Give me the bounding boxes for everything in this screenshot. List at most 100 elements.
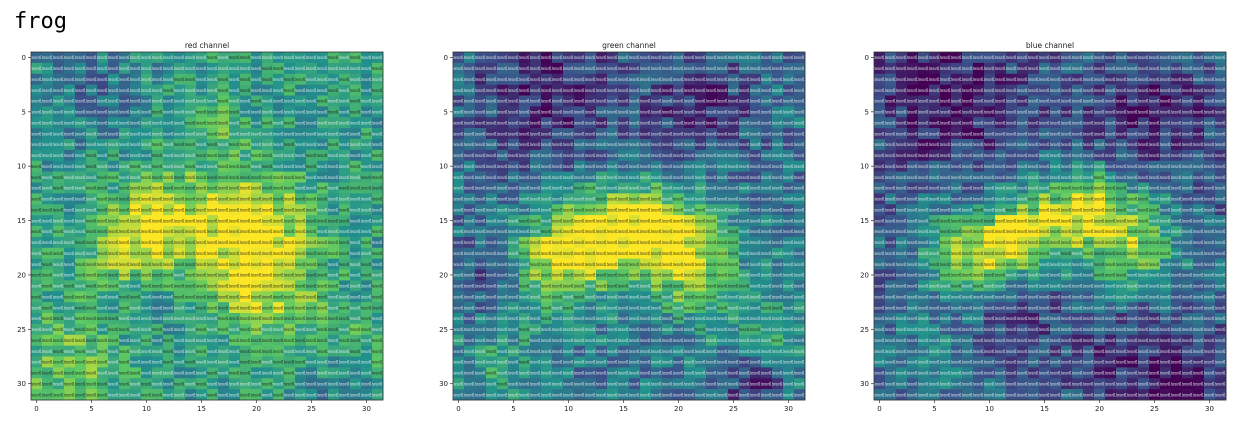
plot-frame: [30, 51, 384, 401]
cell-label: tensor(0.: [563, 284, 574, 290]
heatmap-cell: [295, 84, 307, 96]
heatmap-cell: [306, 117, 318, 129]
cell-label: tensor(0.: [596, 251, 607, 257]
cell-label: tensor(0.: [317, 153, 328, 159]
cell-label: tensor(0.: [607, 305, 618, 311]
cell-label: tensor(0.: [42, 262, 53, 268]
cell-label: tensor(0.: [130, 77, 141, 83]
cell-label: tensor(0.: [695, 381, 706, 387]
cell-label: tensor(0.: [464, 153, 475, 159]
heatmap-cell: [53, 149, 65, 162]
heatmap-cell: [251, 215, 263, 227]
heatmap-cell: [295, 313, 307, 325]
heatmap-cell: [306, 247, 318, 259]
heatmap-cell: [31, 226, 43, 238]
cell-label: tensor(0.: [53, 305, 64, 311]
cell-label: tensor(0.: [772, 99, 783, 105]
cell-label: tensor(0.: [229, 110, 240, 116]
cell-label: tensor(0.: [229, 392, 240, 398]
cell-label: tensor(0.: [240, 77, 251, 83]
cell-label: tensor(0.: [607, 66, 618, 72]
cell-label: tensor(0.: [64, 77, 75, 83]
heatmap-cell: [75, 117, 87, 129]
heatmap-cell: [229, 247, 241, 259]
cell-label: tensor(0.: [706, 392, 717, 398]
cell-label: tensor(0.: [618, 229, 629, 235]
cell-label: tensor(0.: [97, 197, 108, 203]
cell-label: tensor(0.: [541, 262, 552, 268]
heatmap-cell: [163, 106, 175, 118]
cell-label: tensor(0.: [372, 197, 383, 203]
cell-label: tensor(0.: [350, 360, 361, 366]
cell-label: tensor(0.: [372, 338, 383, 344]
y-tick-label: 20: [439, 271, 448, 279]
cell-label: tensor(0.: [185, 349, 196, 355]
cell-label: tensor(0.: [563, 381, 574, 387]
cell-label: tensor(0.: [794, 120, 805, 126]
heatmap-cell: [306, 160, 318, 172]
cell-label: tensor(0.: [196, 284, 207, 290]
cell-label: tensor(0.: [739, 316, 750, 322]
cell-label: tensor(0.: [673, 186, 684, 192]
cell-label: tensor(0.: [662, 197, 673, 203]
cell-label: tensor(0.: [53, 88, 64, 94]
heatmap-cell: [306, 258, 318, 270]
cell-label: tensor(0.: [361, 77, 372, 83]
cell-label: tensor(0.: [794, 55, 805, 61]
heatmap-cell: [130, 280, 142, 292]
heatmap-cell: [64, 280, 76, 292]
heatmap-cell: [262, 378, 274, 390]
cell-label: tensor(0.: [695, 229, 706, 235]
cell-label: tensor(0.: [530, 305, 541, 311]
cell-label: tensor(0.: [361, 360, 372, 366]
cell-label: tensor(0.: [229, 186, 240, 192]
cell-label: tensor(0.: [750, 392, 761, 398]
cell-label: tensor(0.: [629, 316, 640, 322]
cell-label: tensor(0.: [64, 131, 75, 137]
cell-label: tensor(0.: [306, 164, 317, 170]
cell-label: tensor(0.: [585, 207, 596, 213]
heatmap-cell: [339, 247, 351, 259]
cell-label: tensor(0.: [185, 392, 196, 398]
cell-label: tensor(0.: [262, 218, 273, 224]
cell-label: tensor(0.: [464, 229, 475, 235]
cell-label: tensor(0.: [317, 120, 328, 126]
heatmap-cell: [372, 236, 384, 249]
heatmap-cell: [372, 258, 384, 270]
heatmap-cell: [284, 171, 296, 183]
cell-label: tensor(0.: [750, 55, 761, 61]
cell-label: tensor(0.: [339, 110, 350, 116]
cell-label: tensor(0.: [196, 186, 207, 192]
heatmap-cell: [130, 117, 142, 129]
heatmap-cell: [152, 334, 164, 346]
heatmap-cell: [251, 247, 263, 259]
cell-label: tensor(0.: [629, 251, 640, 257]
cell-label: tensor(0.: [684, 131, 695, 137]
heatmap-cell: [185, 291, 197, 303]
cell-label: tensor(0.: [86, 207, 97, 213]
cell-label: tensor(0.: [684, 316, 695, 322]
cell-label: tensor(0.: [706, 164, 717, 170]
cell-label: tensor(0.: [97, 305, 108, 311]
cell-label: tensor(0.: [130, 131, 141, 137]
cell-label: tensor(0.: [717, 175, 728, 181]
heatmap-cell: [130, 236, 142, 249]
cell-label: tensor(0.: [728, 197, 739, 203]
heatmap-cell: [86, 313, 98, 325]
cell-label: tensor(0.: [372, 316, 383, 322]
cell-label: tensor(0.: [130, 218, 141, 224]
heatmap-cell: [42, 247, 54, 259]
heatmap-cell: [196, 139, 208, 151]
cell-label: tensor(0.: [552, 131, 563, 137]
cell-label: tensor(0.: [273, 110, 284, 116]
cell-label: tensor(0.: [717, 110, 728, 116]
heatmap-cell: [240, 247, 252, 259]
heatmap-cell: [251, 291, 263, 303]
heatmap-cell: [53, 117, 65, 129]
heatmap-cell: [185, 226, 197, 238]
heatmap-cell: [130, 193, 142, 205]
cell-label: tensor(0.: [196, 273, 207, 279]
cell-label: tensor(0.: [761, 186, 772, 192]
cell-label: tensor(0.: [695, 207, 706, 213]
heatmap-cell: [141, 204, 153, 216]
